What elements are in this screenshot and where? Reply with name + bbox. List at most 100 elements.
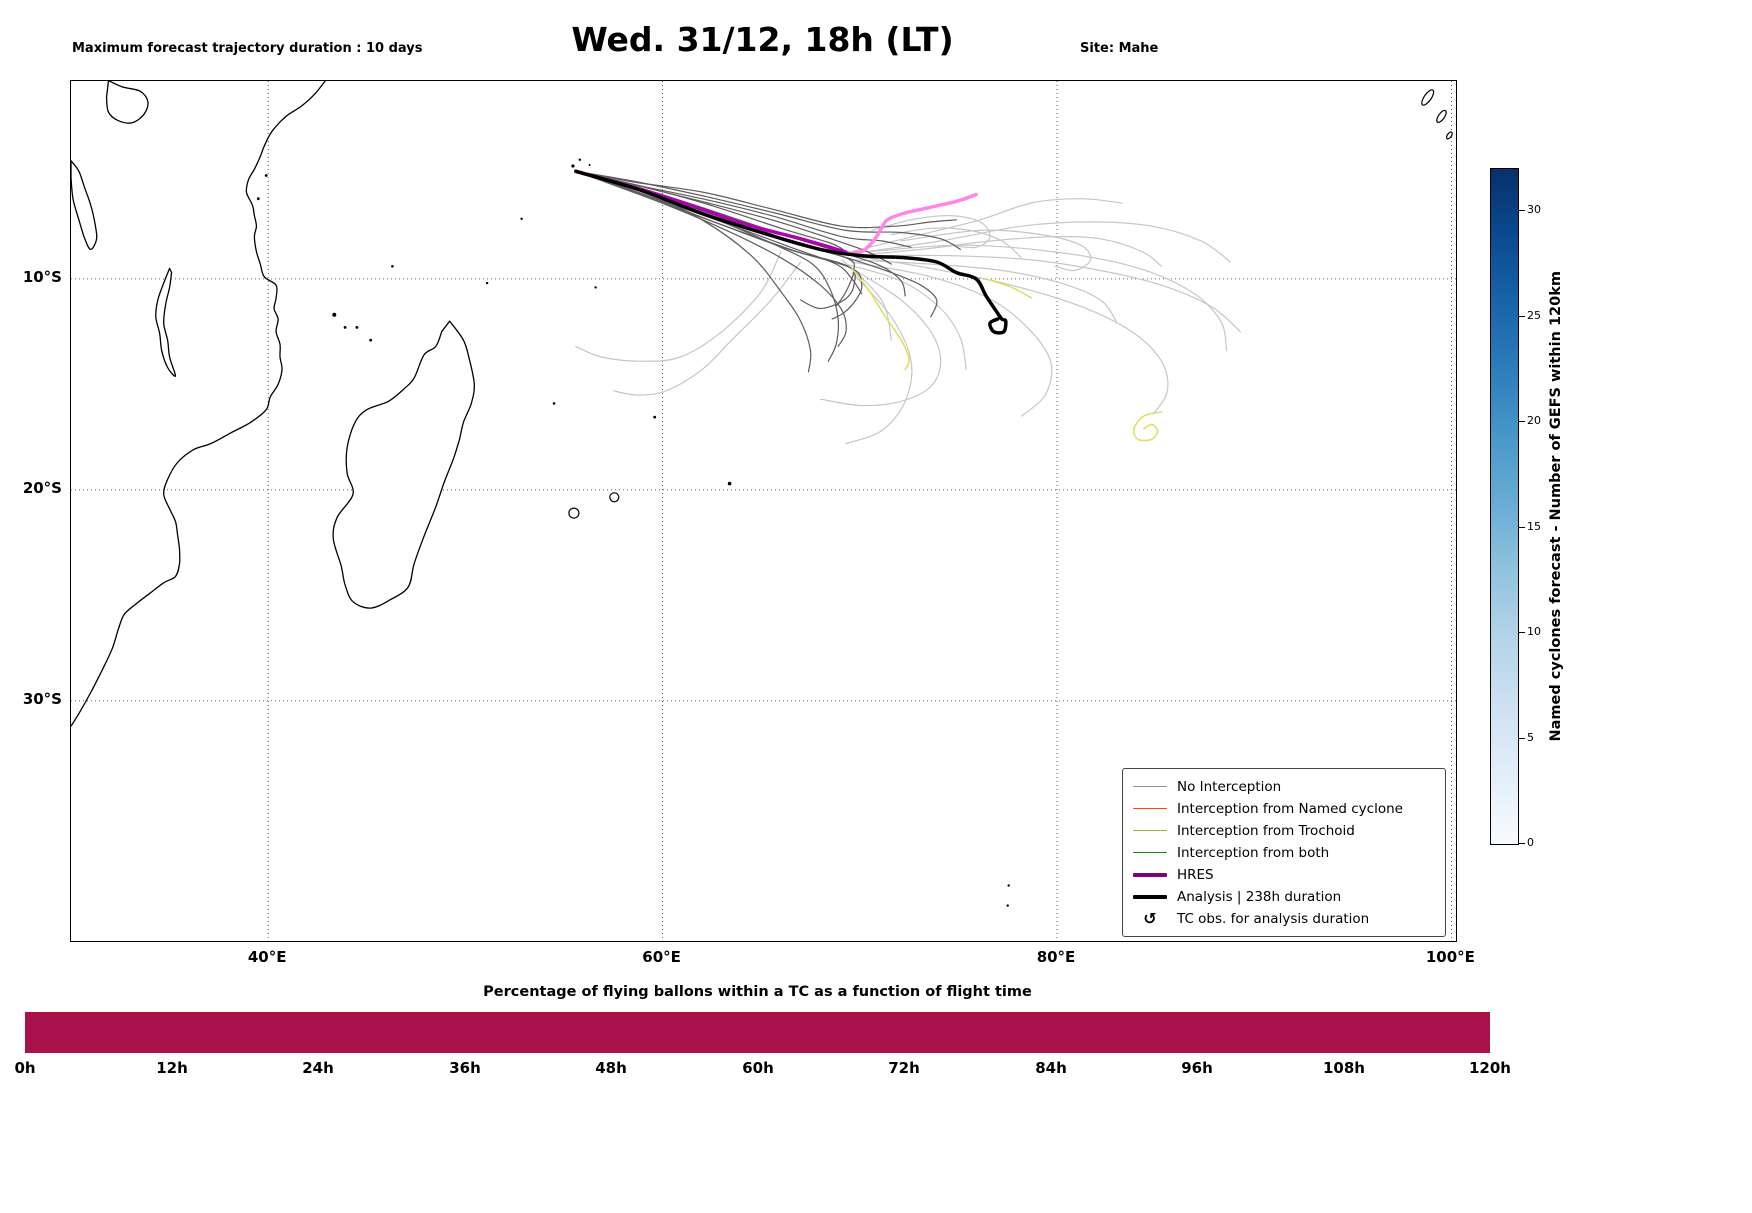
colorbar-tick-label: 10 — [1527, 625, 1541, 638]
trajectory-no-interception-03 — [851, 221, 1232, 263]
colorbar-tick-label: 15 — [1527, 520, 1541, 533]
island — [1007, 884, 1010, 887]
trajectory-no-interception-dense-14 — [575, 170, 892, 265]
trajectory-no-interception-dense-12 — [575, 170, 812, 373]
colorbar-label-wrap: Named cyclones forecast - Number of GEFS… — [1543, 168, 1569, 845]
island — [332, 312, 337, 317]
time-tick-label: 96h — [1181, 1059, 1213, 1077]
legend-line-sample — [1133, 785, 1167, 788]
lon-tick-label: 60°E — [642, 948, 681, 966]
trajectory-no-interception-02 — [851, 259, 1117, 322]
trajectory-analysis — [574, 169, 1008, 335]
colorbar-tickmark — [1519, 632, 1525, 633]
time-tick-label: 12h — [156, 1059, 188, 1077]
time-tick-label: 72h — [888, 1059, 920, 1077]
trajectory-no-interception-10 — [861, 254, 1241, 333]
island — [1421, 89, 1435, 106]
time-tick-label: 60h — [742, 1059, 774, 1077]
legend-swatch — [1133, 785, 1167, 788]
trajectory-no-interception-08 — [612, 261, 802, 396]
trajectory-no-interception-11 — [871, 244, 1228, 352]
colorbar-gradient — [1491, 169, 1518, 844]
legend-swatch: ↺ — [1133, 908, 1167, 928]
legend-item: HRES — [1133, 864, 1435, 885]
legend-item: Analysis | 238h duration — [1133, 886, 1435, 907]
island — [264, 174, 268, 177]
trajectory-no-interception-12 — [900, 229, 1092, 272]
trajectory-no-interception-06 — [845, 263, 967, 371]
legend-item-label: Interception from both — [1177, 844, 1330, 861]
time-tick-label: 36h — [449, 1059, 481, 1077]
trajectory-no-interception-07 — [575, 250, 782, 362]
legend-item: ↺ TC obs. for analysis duration — [1133, 908, 1435, 929]
time-tick-label: 108h — [1323, 1059, 1365, 1077]
param-max-duration: Maximum forecast trajectory duration : 1… — [72, 41, 423, 56]
trajectory-no-interception-dense-09 — [575, 170, 957, 229]
legend-swatch — [1133, 829, 1167, 832]
legend-line-sample — [1133, 807, 1167, 810]
coastline-madagascar — [332, 320, 475, 609]
trajectory-trochoid-interception-02-spiral — [1132, 411, 1163, 442]
legend-line-sample — [1133, 851, 1167, 854]
island — [552, 402, 556, 405]
trajectory-no-interception-16 — [890, 227, 1023, 259]
coastline-lake-victoria — [105, 81, 149, 124]
colorbar-tickmark — [1519, 421, 1525, 422]
trajectory-map-canvas — [71, 81, 1456, 941]
balloon-percentage-bar — [25, 1012, 1490, 1053]
colorbar-tick-label: 5 — [1527, 731, 1534, 744]
colorbar-tickmark — [1519, 210, 1525, 211]
lat-tick-label: 30°S — [22, 689, 62, 708]
legend-item-label: HRES — [1177, 866, 1214, 883]
figure-title: Wed. 31/12, 18h (LT) — [571, 20, 954, 59]
lat-tick-label: 10°S — [22, 267, 62, 286]
time-tick-label: 48h — [595, 1059, 627, 1077]
island — [609, 492, 620, 503]
island — [391, 265, 394, 268]
trajectory-map: No Interception Interception from Named c… — [70, 80, 1457, 942]
legend-line-sample — [1133, 829, 1167, 832]
island — [520, 217, 523, 220]
island — [1436, 109, 1447, 123]
legend-item-label: No Interception — [1177, 778, 1282, 795]
colorbar-tick-label: 30 — [1527, 203, 1541, 216]
island — [1006, 904, 1009, 907]
colorbar-tick-label: 25 — [1527, 309, 1541, 322]
tc-rotation-icon: ↺ — [1143, 908, 1157, 928]
trajectory-no-interception-13 — [851, 255, 1169, 415]
trajectory-no-interception-09 — [819, 267, 942, 407]
info-site: Site: Mahe — [1080, 41, 1159, 56]
legend: No Interception Interception from Named c… — [1122, 768, 1446, 937]
island — [588, 164, 591, 166]
legend-item-label: TC obs. for analysis duration — [1177, 910, 1370, 927]
balloon-chart-title: Percentage of flying ballons within a TC… — [483, 984, 1032, 1000]
legend-item-label: Interception from Trochoid — [1177, 822, 1355, 839]
island — [256, 197, 260, 201]
legend-item: Interception from Named cyclone — [1133, 798, 1435, 819]
island — [571, 164, 575, 168]
legend-item-label: Analysis | 238h duration — [1177, 888, 1342, 905]
island — [343, 326, 347, 329]
trajectory-no-interception-05 — [851, 198, 1123, 253]
legend-swatch — [1133, 851, 1167, 854]
island — [594, 286, 597, 289]
island — [1445, 131, 1453, 140]
legend-swatch — [1133, 872, 1167, 877]
time-tick-label: 84h — [1035, 1059, 1067, 1077]
legend-item: Interception from Trochoid — [1133, 820, 1435, 841]
trajectory-no-interception-dense-04 — [575, 170, 856, 307]
coastline-lake-malawi — [155, 267, 177, 377]
trajectory-no-interception-14 — [841, 259, 892, 341]
trajectory-no-interception-04 — [851, 261, 1053, 417]
trajectory-trochoid-interception-03 — [985, 278, 1033, 299]
island — [369, 338, 373, 342]
trajectory-no-interception-15 — [871, 214, 991, 249]
island — [568, 507, 580, 519]
legend-item: No Interception — [1133, 776, 1435, 797]
colorbar-tick-label: 20 — [1527, 414, 1541, 427]
coastline-lake-tanganyika — [71, 160, 98, 251]
legend-swatch — [1133, 807, 1167, 810]
trajectory-no-interception-dense-08 — [575, 170, 856, 310]
trajectory-no-interception-17 — [845, 272, 913, 445]
colorbar-tick-label: 0 — [1527, 836, 1534, 849]
